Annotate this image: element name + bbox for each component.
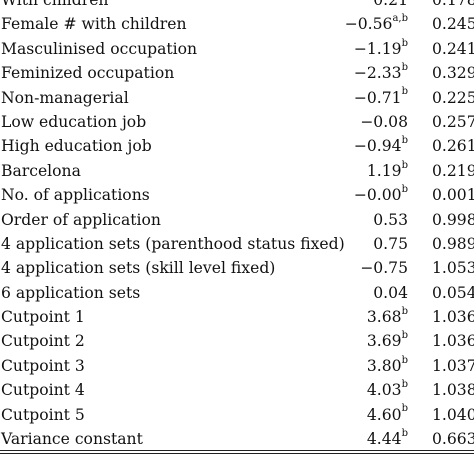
table-row: 4 application sets (parenthood status fi… (0, 232, 474, 256)
row-label: Female # with children (1, 15, 187, 34)
table-row: High education job −0.94b 0.261 (0, 134, 474, 158)
row-label: 4 application sets (skill level fixed) (1, 259, 276, 278)
coefficient: −2.33b (353, 61, 408, 83)
row-label: Non-managerial (1, 88, 129, 107)
significance-marker: a,b (392, 13, 408, 25)
standard-error: 0.225 (432, 88, 474, 107)
standard-error: 1.036 (432, 308, 474, 327)
row-label: Cutpoint 4 (1, 381, 85, 400)
significance-marker: b (401, 305, 408, 317)
standard-error: 0.989 (432, 234, 474, 253)
significance-marker: b (401, 379, 408, 391)
table-row: No. of applications −0.00b 0.001 (0, 183, 474, 207)
standard-error: 1.036 (432, 332, 474, 351)
table-row: Cutpoint 2 3.69b 1.036 (0, 329, 474, 353)
table-row: Feminized occupation −2.33b 0.329 (0, 61, 474, 85)
significance-marker: b (401, 183, 408, 195)
row-label: Variance constant (1, 430, 143, 449)
table-row: Cutpoint 5 4.60b 1.040 (0, 403, 474, 427)
standard-error: 0.054 (432, 283, 474, 302)
standard-error: 0.241 (432, 39, 474, 58)
table-row: Variance constant 4.44b 0.663 (0, 427, 474, 451)
coefficient: 3.68b (366, 305, 408, 327)
coefficient: 4.60b (366, 403, 408, 424)
coefficient: −0.56a,b (344, 13, 408, 34)
table-row: Female # with children −0.56a,b 0.245 (0, 12, 474, 36)
significance-marker: b (401, 427, 408, 439)
row-label: Masculinised occupation (1, 39, 198, 58)
significance-marker: b (401, 354, 408, 366)
standard-error: 1.040 (432, 405, 474, 424)
regression-table: With children 0.21 0.178 Female # with chi… (0, 0, 474, 451)
coefficient: −1.19b (353, 37, 408, 58)
standard-error: 0.257 (432, 112, 474, 131)
table-bottom-rule-double (0, 453, 474, 454)
standard-error: 0.998 (432, 210, 474, 229)
standard-error: 1.053 (432, 259, 474, 278)
row-label: 6 application sets (1, 283, 141, 302)
row-label: With children (1, 0, 109, 9)
row-label: Feminized occupation (1, 64, 175, 83)
row-label: Low education job (1, 112, 147, 131)
standard-error: 1.038 (432, 381, 474, 400)
row-label: Cutpoint 3 (1, 356, 85, 375)
table-row: Cutpoint 1 3.68b 1.036 (0, 305, 474, 329)
coefficient: 3.69b (366, 330, 408, 351)
coefficient: 3.80b (366, 354, 408, 375)
table-row: Barcelona 1.19b 0.219 (0, 159, 474, 183)
table-row: Cutpoint 4 4.03b 1.038 (0, 378, 474, 402)
coefficient: 0.21 (373, 0, 408, 9)
standard-error: 0.178 (432, 0, 474, 9)
significance-marker: b (401, 37, 408, 49)
row-label: High education job (1, 137, 152, 156)
standard-error: 1.037 (432, 356, 474, 375)
table-row: 6 application sets 0.04 0.054 (0, 281, 474, 305)
standard-error: 0.663 (432, 430, 474, 449)
row-label: Cutpoint 2 (1, 332, 85, 351)
significance-marker: b (401, 330, 408, 342)
coefficient: 4.44b (366, 427, 408, 449)
table-row: Non-managerial −0.71b 0.225 (0, 86, 474, 110)
coefficient: −0.00b (353, 183, 408, 205)
table-row: With children 0.21 0.178 (0, 0, 474, 12)
coefficient: −0.94b (353, 135, 408, 156)
coefficient: 0.75 (373, 234, 408, 253)
significance-marker: b (401, 403, 408, 415)
coefficient: 0.04 (373, 283, 408, 302)
significance-marker: b (401, 86, 408, 98)
table-row: Cutpoint 3 3.80b 1.037 (0, 354, 474, 378)
coefficient: −0.75 (360, 259, 408, 278)
significance-marker: b (401, 61, 408, 73)
standard-error: 0.001 (432, 186, 474, 205)
table-row: Masculinised occupation −1.19b 0.241 (0, 37, 474, 61)
table-row: Low education job −0.08 0.257 (0, 110, 474, 134)
coefficient: 1.19b (366, 159, 408, 180)
standard-error: 0.329 (432, 64, 474, 83)
row-label: 4 application sets (parenthood status fi… (1, 234, 345, 253)
coefficient: −0.08 (360, 112, 408, 131)
row-label: Cutpoint 5 (1, 405, 85, 424)
coefficient: 0.53 (373, 210, 408, 229)
significance-marker: b (401, 135, 408, 147)
row-label: Cutpoint 1 (1, 308, 85, 327)
row-label: Barcelona (1, 161, 81, 180)
standard-error: 0.245 (432, 15, 474, 34)
table-row: 4 application sets (skill level fixed) −0… (0, 256, 474, 280)
coefficient: −0.71b (353, 86, 408, 107)
row-label: No. of applications (1, 186, 150, 205)
row-label: Order of application (1, 210, 161, 229)
significance-marker: b (401, 159, 408, 171)
table-bottom-rule (0, 450, 474, 451)
coefficient: 4.03b (366, 379, 408, 400)
standard-error: 0.261 (432, 137, 474, 156)
standard-error: 0.219 (432, 161, 474, 180)
table-row: Order of application 0.53 0.998 (0, 208, 474, 232)
